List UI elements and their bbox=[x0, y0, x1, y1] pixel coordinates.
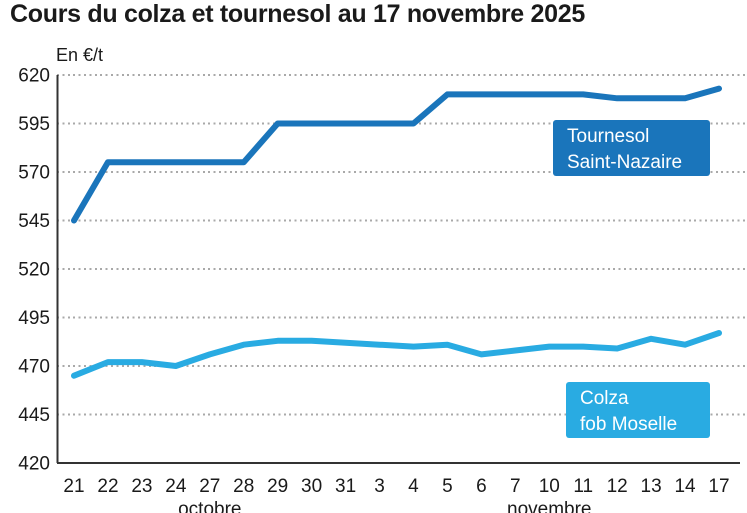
y-axis-labels: 620 595 570 545 520 495 470 445 420 bbox=[18, 66, 50, 475]
x-tick-label: 30 bbox=[301, 476, 322, 497]
tournesol-legend-label: Tournesol Saint-Nazaire bbox=[553, 120, 710, 176]
y-tick-label: 520 bbox=[18, 260, 50, 281]
x-tick-label: 6 bbox=[476, 476, 487, 497]
legend-line: Saint-Nazaire bbox=[567, 152, 683, 173]
x-tick-label: 11 bbox=[573, 476, 593, 497]
x-axis-labels: 21 22 23 24 27 28 29 30 31 3 4 5 6 7 10 11 12 13 14 17 bbox=[63, 476, 729, 497]
x-tick-label: 4 bbox=[408, 476, 419, 497]
x-tick-label: 29 bbox=[267, 476, 288, 497]
x-tick-label: 13 bbox=[641, 476, 662, 497]
x-tick-label: 17 bbox=[708, 476, 729, 497]
x-tick-label: 3 bbox=[374, 476, 385, 497]
y-tick-label: 495 bbox=[18, 308, 50, 329]
y-tick-label: 420 bbox=[18, 454, 50, 475]
month-label: novembre bbox=[507, 499, 592, 513]
x-tick-label: 27 bbox=[199, 476, 220, 497]
x-tick-label: 5 bbox=[442, 476, 453, 497]
colza-legend-label: Colza fob Moselle bbox=[566, 382, 710, 438]
y-axis-unit-label: En €/t bbox=[56, 45, 104, 65]
y-tick-label: 620 bbox=[18, 66, 50, 87]
y-tick-label: 595 bbox=[18, 114, 50, 135]
x-tick-label: 31 bbox=[335, 476, 356, 497]
colza-line bbox=[71, 330, 722, 379]
y-tick-label: 545 bbox=[18, 211, 50, 232]
x-tick-label: 14 bbox=[674, 476, 696, 497]
x-tick-label: 10 bbox=[539, 476, 560, 497]
y-tick-label: 445 bbox=[18, 405, 50, 426]
axes bbox=[56, 75, 740, 464]
legend-line: fob Moselle bbox=[580, 414, 678, 435]
x-tick-label: 21 bbox=[63, 476, 84, 497]
x-tick-label: 23 bbox=[131, 476, 152, 497]
tournesol-line bbox=[71, 85, 722, 224]
legend-line: Tournesol bbox=[567, 126, 650, 147]
x-tick-label: 24 bbox=[165, 476, 187, 497]
y-tick-label: 470 bbox=[18, 357, 50, 378]
month-labels: octobre novembre bbox=[178, 499, 591, 513]
x-tick-label: 22 bbox=[97, 476, 118, 497]
x-tick-label: 28 bbox=[233, 476, 254, 497]
month-label: octobre bbox=[178, 499, 241, 513]
y-tick-label: 570 bbox=[18, 163, 50, 184]
x-tick-label: 7 bbox=[510, 476, 521, 497]
legend-line: Colza bbox=[580, 388, 629, 409]
chart-title: Cours du colza et tournesol au 17 novemb… bbox=[10, 0, 585, 28]
x-tick-label: 12 bbox=[607, 476, 628, 497]
